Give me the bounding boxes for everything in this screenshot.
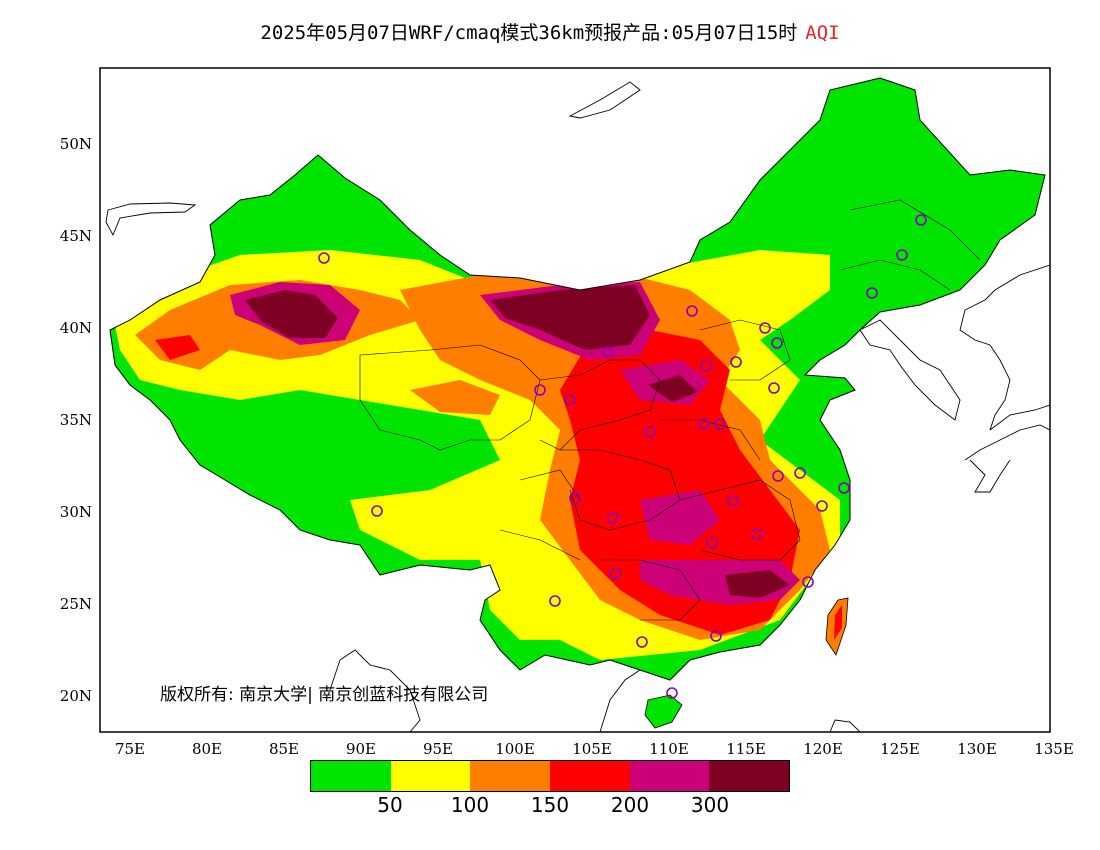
station-markers [318, 214, 927, 699]
legend-label-300: 300 [690, 793, 730, 817]
copyright-text: 版权所有: 南京大学| 南京创蓝科技有限公司 [160, 685, 489, 705]
station-marker [710, 630, 722, 642]
map-title: 2025年05月07日WRF/cmaq模式36km预报产品:05月07日15时 A… [0, 18, 1100, 45]
aqi-legend-bar [310, 760, 790, 792]
station-marker [816, 500, 828, 512]
legend-swatch-unhealthy [550, 761, 630, 791]
station-marker [771, 337, 783, 349]
station-marker [602, 346, 614, 358]
legend-label-50: 50 [377, 793, 403, 817]
lat-label-30n: 30N [59, 503, 92, 521]
station-marker [751, 528, 763, 540]
station-marker [794, 467, 806, 479]
station-marker [564, 394, 576, 406]
station-marker [644, 426, 656, 438]
station-marker [607, 512, 619, 524]
legend-label-200: 200 [610, 793, 650, 817]
lon-label-110e: 110E [649, 740, 689, 758]
lon-label-120e: 120E [803, 740, 843, 758]
station-marker [802, 576, 814, 588]
station-marker [772, 470, 784, 482]
lat-label-35n: 35N [59, 411, 92, 429]
lon-label-115e: 115E [726, 740, 766, 758]
station-marker [706, 537, 718, 549]
legend-swatch-very-unhealthy [629, 761, 710, 791]
hainan-region [644, 694, 683, 729]
station-marker [759, 322, 771, 334]
title-variable: AQI [805, 22, 840, 44]
lon-label-125e: 125E [880, 740, 920, 758]
lon-label-130e: 130E [957, 740, 997, 758]
lon-label-135e: 135E [1034, 740, 1074, 758]
station-marker [730, 356, 742, 368]
lon-label-100e: 100E [495, 740, 535, 758]
station-marker [698, 418, 710, 430]
station-marker [727, 495, 739, 507]
station-marker [318, 252, 330, 264]
lat-label-45n: 45N [59, 227, 92, 245]
lon-label-95e: 95E [422, 740, 454, 758]
legend-swatch-hazardous [709, 761, 790, 791]
legend-swatch-good [311, 761, 391, 791]
station-marker [636, 636, 648, 648]
station-marker [714, 418, 726, 430]
station-marker [549, 595, 561, 607]
lon-label-85e: 85E [268, 740, 300, 758]
legend-swatch-usg [470, 761, 551, 791]
lat-label-50n: 50N [59, 135, 92, 153]
station-marker [569, 492, 581, 504]
station-marker [915, 214, 927, 226]
lon-label-80e: 80E [191, 740, 223, 758]
station-marker [609, 568, 621, 580]
station-marker [896, 249, 908, 261]
title-main: 2025年05月07日WRF/cmaq模式36km预报产品:05月07日15时 [260, 22, 798, 44]
station-marker [666, 687, 678, 699]
lat-label-40n: 40N [59, 319, 92, 337]
lon-label-105e: 105E [572, 740, 612, 758]
station-marker [686, 305, 698, 317]
legend-label-100: 100 [450, 793, 490, 817]
station-marker [371, 505, 383, 517]
lon-label-75e: 75E [114, 740, 146, 758]
station-marker [866, 287, 878, 299]
station-marker [534, 384, 546, 396]
lat-label-20n: 20N [59, 687, 92, 705]
neighbour-coastlines [105, 81, 1050, 732]
province-borders [359, 199, 981, 621]
legend-label-150: 150 [530, 793, 570, 817]
station-marker [768, 382, 780, 394]
station-marker [700, 360, 712, 372]
legend-swatch-moderate [390, 761, 471, 791]
station-marker [838, 482, 850, 494]
lon-label-90e: 90E [345, 740, 377, 758]
lat-label-25n: 25N [59, 595, 92, 613]
china-border [109, 77, 1046, 681]
